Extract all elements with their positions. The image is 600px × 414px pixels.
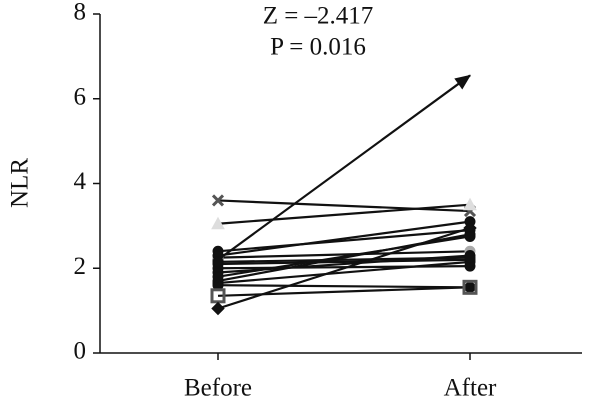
point: [210, 288, 226, 304]
point: [212, 256, 224, 268]
series-line: [217, 260, 471, 285]
y-tick-label: 4: [74, 168, 87, 195]
y-tick-label: 6: [74, 83, 87, 110]
point: [211, 216, 225, 230]
series-line: [217, 235, 471, 278]
point: [464, 230, 476, 242]
point: [211, 194, 225, 207]
point: [211, 301, 225, 316]
series-line: [217, 256, 471, 263]
series-line: [217, 220, 471, 257]
series-line: [217, 258, 471, 266]
y-axis-label: NLR: [7, 158, 34, 208]
series-line: [217, 229, 471, 253]
annotation: P = 0.016: [270, 34, 366, 61]
y-tick-label: 2: [74, 253, 87, 280]
x-tick-label: Before: [184, 375, 252, 402]
series-line: [217, 284, 471, 289]
x-tick-label: After: [444, 375, 497, 402]
annotation: Z = –2.417: [263, 3, 374, 30]
point: [454, 74, 472, 90]
series-line: [217, 286, 471, 297]
series-line: [217, 250, 471, 259]
series-line: [217, 199, 471, 213]
point: [462, 279, 478, 295]
point: [212, 271, 224, 283]
y-tick-label: 8: [74, 0, 87, 26]
point: [464, 252, 476, 264]
series-line: [217, 203, 471, 225]
point: [463, 197, 477, 211]
y-tick-label: 0: [74, 338, 87, 365]
series-line: [217, 226, 471, 310]
series-line: [217, 74, 471, 261]
